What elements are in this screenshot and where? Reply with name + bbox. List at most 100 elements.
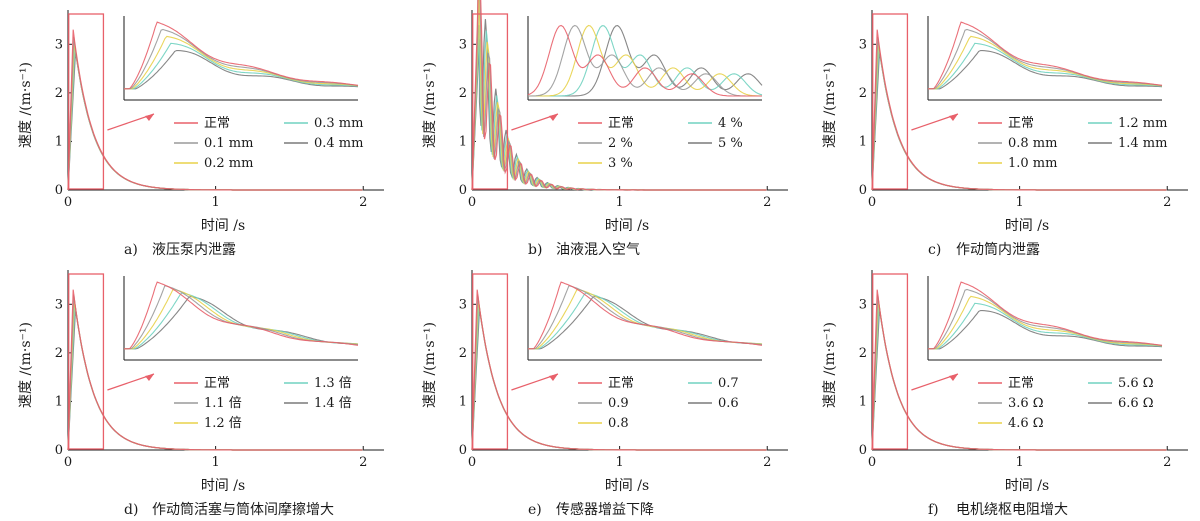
series-line xyxy=(471,0,767,191)
x-tick-label: 0 xyxy=(868,195,876,210)
zoom-box xyxy=(472,13,509,190)
caption-letter: a) xyxy=(124,242,138,258)
series-line xyxy=(871,29,1167,191)
zoom-arrowhead xyxy=(145,114,154,121)
legend-label: 0.6 xyxy=(718,396,739,411)
inset-series-line xyxy=(124,21,359,90)
legend-label: 1.4 mm xyxy=(1118,136,1167,151)
inset-series-line xyxy=(928,49,1163,90)
y-tick-label: 1 xyxy=(459,394,467,409)
x-tick-label: 0 xyxy=(468,195,476,210)
caption-text: 油液混入空气 xyxy=(556,242,640,258)
x-axis-label: 时间 /s xyxy=(1005,218,1049,234)
legend-label: 1.0 mm xyxy=(1008,156,1057,171)
y-tick-label: 2 xyxy=(459,346,467,361)
y-tick-label: 3 xyxy=(859,37,867,52)
inset-series-line xyxy=(528,25,763,97)
y-tick-label: 0 xyxy=(459,183,467,198)
zoom-box xyxy=(472,273,509,450)
x-tick-label: 1 xyxy=(211,195,219,210)
x-tick-label: 2 xyxy=(359,195,367,210)
y-tick-label: 2 xyxy=(55,346,63,361)
y-tick-label: 1 xyxy=(55,134,63,149)
inset-series-line xyxy=(528,24,763,97)
inset-series-line xyxy=(928,309,1163,350)
legend-label: 正常 xyxy=(204,376,230,391)
legend-label: 4 % xyxy=(718,116,743,131)
x-tick-label: 2 xyxy=(1163,195,1171,210)
legend-label: 1.1 倍 xyxy=(204,396,242,411)
legend-label: 1.2 mm xyxy=(1118,116,1167,131)
y-tick-label: 1 xyxy=(459,134,467,149)
legend-label: 0.7 xyxy=(718,376,739,391)
legend-label: 0.8 xyxy=(608,416,629,431)
y-axis-label: 速度 /(m·s⁻¹) xyxy=(18,322,34,408)
zoom-arrowhead xyxy=(145,374,154,381)
x-tick-label: 1 xyxy=(1015,195,1023,210)
y-tick-label: 1 xyxy=(859,134,867,149)
legend-label: 0.8 mm xyxy=(1008,136,1057,151)
x-tick-label: 2 xyxy=(763,455,771,470)
inset-series-line xyxy=(928,281,1163,350)
legend-label: 3.6 Ω xyxy=(1008,396,1044,411)
inset-series-line xyxy=(928,21,1163,90)
inset-series-line xyxy=(124,281,359,350)
caption-letter: d) xyxy=(124,502,138,518)
y-tick-label: 0 xyxy=(55,443,63,458)
inset-series-line xyxy=(124,42,359,90)
y-tick-label: 1 xyxy=(859,394,867,409)
inset-series-line xyxy=(928,42,1163,90)
x-tick-label: 0 xyxy=(64,195,72,210)
y-tick-label: 2 xyxy=(859,86,867,101)
zoom-arrowhead xyxy=(549,114,558,121)
x-tick-label: 2 xyxy=(1163,455,1171,470)
y-axis-label: 速度 /(m·s⁻¹) xyxy=(422,322,438,408)
inset-series-line xyxy=(528,288,763,350)
y-axis-label: 速度 /(m·s⁻¹) xyxy=(422,62,438,148)
legend-label: 0.3 mm xyxy=(314,116,363,131)
legend-label: 1.4 倍 xyxy=(314,396,352,411)
caption-letter: b) xyxy=(528,242,542,258)
caption-letter: e) xyxy=(528,502,542,518)
inset-series-line xyxy=(124,28,359,90)
zoom-arrowhead xyxy=(549,374,558,381)
caption-letter: f) xyxy=(928,502,939,518)
inset-series-line xyxy=(528,24,762,97)
legend-label: 1.3 倍 xyxy=(314,376,352,391)
x-axis-label: 时间 /s xyxy=(201,478,245,494)
y-tick-label: 0 xyxy=(55,183,63,198)
x-axis-label: 时间 /s xyxy=(201,218,245,234)
y-tick-label: 2 xyxy=(55,86,63,101)
caption-text: 液压泵内泄露 xyxy=(152,242,236,258)
legend-label: 正常 xyxy=(1008,376,1034,391)
legend-label: 0.1 mm xyxy=(204,136,253,151)
panel-e: 0 1 2 3 0 1 2 时间 /s 速度 /(m·s⁻¹) 正常 0.9 0.8 0.7 0.6 e) 传… xyxy=(422,270,788,518)
x-tick-label: 0 xyxy=(64,455,72,470)
caption-text: 传感器增益下降 xyxy=(556,501,654,518)
inset-series-line xyxy=(528,25,763,97)
x-tick-label: 0 xyxy=(868,455,876,470)
legend-label: 正常 xyxy=(204,116,230,131)
y-axis-label: 速度 /(m·s⁻¹) xyxy=(18,62,34,148)
inset-series-line xyxy=(528,281,763,350)
caption-letter: c) xyxy=(928,242,941,258)
caption-text: 作动筒活塞与筒体间摩擦增大 xyxy=(152,501,334,518)
legend-label: 正常 xyxy=(608,376,634,391)
panel-d: 0 1 2 3 0 1 2 时间 /s 速度 /(m·s⁻¹) 正常 1.1 倍 1.2 倍 1.3 倍… xyxy=(18,270,384,518)
legend-label: 1.2 倍 xyxy=(204,416,242,431)
legend-label: 正常 xyxy=(608,116,634,131)
x-axis-label: 时间 /s xyxy=(605,478,649,494)
zoom-arrowhead xyxy=(949,374,958,381)
inset-series-line xyxy=(528,295,763,350)
series-line xyxy=(471,289,767,451)
inset-series-line xyxy=(928,302,1163,350)
caption-text: 电机绕枢电阻增大 xyxy=(956,502,1068,518)
y-tick-label: 0 xyxy=(859,183,867,198)
inset-series-line xyxy=(124,284,359,350)
inset-series-line xyxy=(928,295,1163,350)
x-axis-label: 时间 /s xyxy=(605,218,649,234)
inset-series-line xyxy=(928,35,1163,90)
x-tick-label: 2 xyxy=(359,455,367,470)
legend-label: 2 % xyxy=(608,136,633,151)
